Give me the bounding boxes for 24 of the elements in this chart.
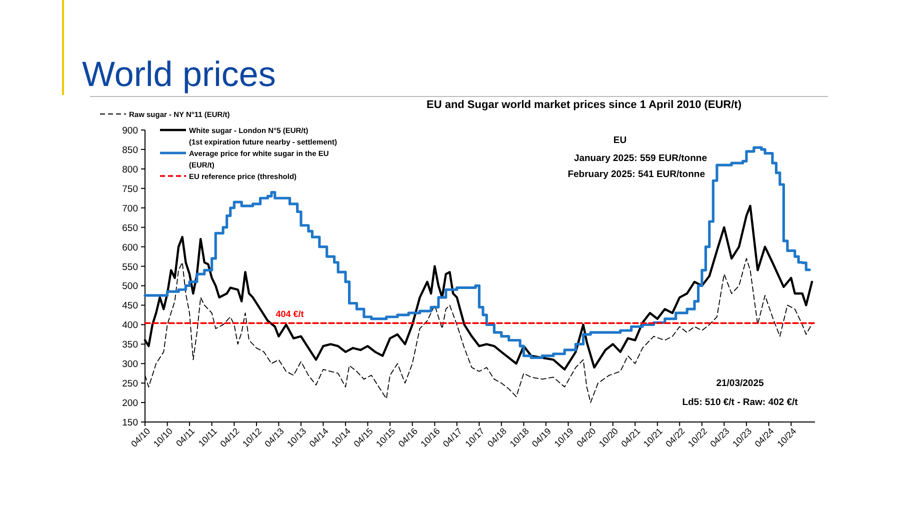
y-tick-label: 300 (122, 359, 138, 370)
y-tick-label: 800 (122, 164, 138, 176)
y-tick-label: 400 (122, 320, 138, 332)
annotation: Ld5: 510 €/t - Raw: 402 €/t (682, 397, 799, 408)
y-tick-label: 700 (122, 203, 138, 214)
y-tick-label: 500 (122, 281, 138, 292)
chart-subtitle: EU and Sugar world market prices since 1 April 2010 (EUR/t) (426, 99, 742, 111)
y-tick-label: 150 (122, 418, 138, 428)
y-tick-label: 600 (122, 242, 138, 254)
annotation: January 2025: 559 EUR/tonne (574, 153, 707, 164)
annotation: 21/03/2025 (716, 378, 764, 389)
y-tick-label: 350 (122, 340, 138, 351)
y-tick-label: 200 (122, 398, 138, 410)
y-tick-label: 650 (122, 222, 138, 234)
annotation: 404 €/t (276, 309, 304, 320)
y-tick-label: 900 (122, 126, 138, 136)
y-tick-label: 550 (122, 262, 138, 273)
y-tick-label: 750 (122, 184, 138, 195)
y-tick-label: 850 (122, 144, 138, 156)
annotation: EU (613, 135, 627, 146)
y-tick-label: 250 (122, 378, 138, 390)
chart-title: World prices (82, 55, 276, 94)
annotation: February 2025: 541 EUR/tonne (568, 169, 705, 180)
y-tick-label: 450 (122, 300, 138, 312)
